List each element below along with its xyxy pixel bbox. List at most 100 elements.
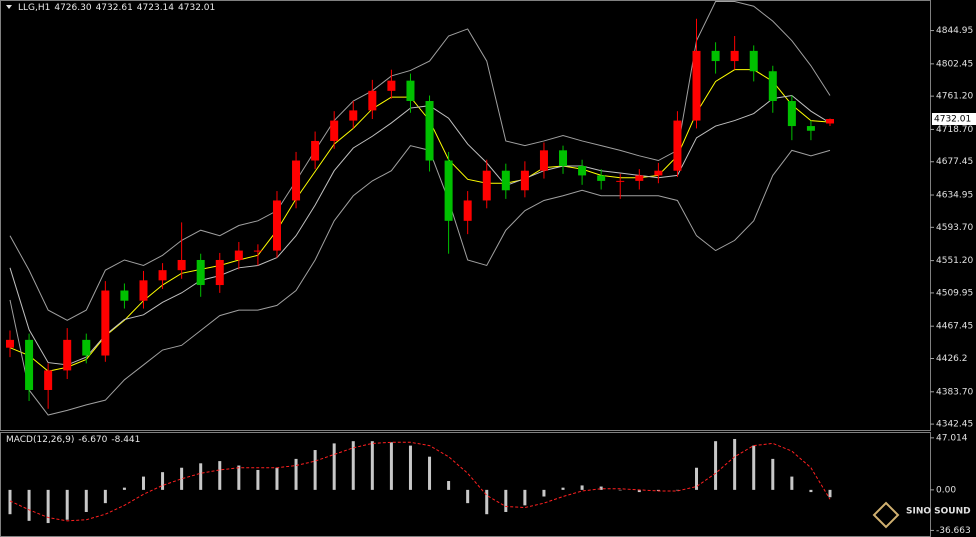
menu-arrow[interactable] — [6, 5, 12, 9]
candle-body — [120, 290, 129, 301]
macd-bar — [504, 489, 508, 512]
candle-body — [482, 170, 491, 201]
candle-body — [234, 250, 243, 260]
candle-body — [406, 80, 415, 102]
y-tick-label: 4718.70 — [936, 125, 973, 135]
candle-body — [578, 166, 587, 176]
macd-bar — [695, 467, 699, 490]
macd-bar — [466, 489, 470, 504]
candle-body — [826, 119, 834, 124]
macd-header: MACD(12,26,9) -6.670 -8.441 — [6, 435, 140, 445]
candle-body — [6, 339, 14, 348]
candle-body — [25, 339, 34, 390]
macd-bar — [809, 489, 813, 493]
y-tick-label: 4342.45 — [936, 420, 973, 430]
candle-body — [368, 90, 377, 111]
y-tick-label: 4761.20 — [936, 92, 973, 102]
macd-bar — [141, 476, 145, 490]
candle-body — [463, 200, 472, 221]
macd-bar — [46, 489, 50, 524]
candle-body — [711, 50, 720, 62]
candle-body — [597, 175, 606, 181]
macd-bar — [161, 472, 165, 490]
low-text: 4723.14 — [136, 3, 175, 13]
macd-bar — [122, 487, 126, 490]
signal-line — [9, 441, 831, 522]
macd-bar — [790, 476, 794, 490]
candle-body — [425, 101, 434, 161]
macd-bar — [8, 489, 12, 515]
candle-body — [520, 170, 529, 191]
macd-bar — [428, 456, 432, 490]
macd-bar — [65, 489, 69, 520]
logo-icon — [872, 501, 900, 529]
logo: SINO SOUND — [872, 501, 971, 529]
candle-body — [387, 80, 396, 91]
macd-bar — [256, 469, 260, 490]
close-text: 4732.01 — [178, 3, 216, 13]
price-panel-frame — [0, 0, 931, 431]
indicator-line — [9, 94, 831, 366]
macd-bar — [656, 489, 660, 491]
macd-bar — [237, 465, 241, 490]
candle-body — [311, 140, 320, 161]
candle-body — [730, 50, 739, 62]
candle-body — [673, 120, 682, 171]
high-text: 4732.61 — [95, 3, 133, 13]
y-tick-label: 4634.95 — [936, 191, 973, 201]
candle-body — [177, 259, 186, 271]
candle-body — [139, 280, 148, 301]
y-tick-label: 4551.20 — [936, 256, 973, 266]
candle-body — [768, 71, 777, 102]
macd-bar — [84, 489, 88, 512]
y-tick-label: 4509.95 — [936, 288, 973, 298]
macd-bar — [733, 438, 737, 490]
open-text: 4726.30 — [54, 3, 92, 13]
candle-body — [292, 160, 301, 201]
y-tick-label: -36.663 — [936, 526, 971, 536]
y-tick-label: 4593.70 — [936, 223, 973, 233]
macd-bar — [408, 445, 412, 490]
candle-body — [787, 101, 796, 127]
logo-text: SINO SOUND — [906, 507, 971, 517]
macd-bar — [332, 443, 336, 490]
candle-body — [559, 150, 568, 167]
candle-body — [82, 339, 91, 356]
candle-body — [158, 270, 167, 281]
candle-body — [101, 290, 110, 356]
macd-value: -6.670 — [78, 435, 108, 445]
macd-bar — [294, 458, 298, 490]
candle-body — [501, 170, 510, 191]
macd-bar — [370, 441, 374, 490]
header: LLG,H1 4726.30 4732.61 4723.14 4732.01 — [18, 3, 215, 13]
candle-body — [654, 170, 663, 176]
candle-body — [616, 180, 625, 182]
candle-body — [63, 339, 72, 371]
macd-bar — [351, 441, 355, 490]
last-price-label: 4732.01 — [934, 115, 971, 125]
candle-body — [215, 259, 224, 286]
y-tick-label: 4844.95 — [936, 26, 973, 36]
macd-bar — [485, 489, 489, 515]
signal-value: -8.441 — [111, 435, 141, 445]
last-price-box — [932, 113, 976, 126]
y-tick-label: 4802.45 — [936, 59, 973, 69]
candle-body — [806, 126, 815, 131]
macd-bar — [389, 442, 393, 490]
macd-bar — [180, 467, 184, 490]
macd-bar — [103, 489, 107, 504]
y-tick-label: 0.00 — [936, 485, 956, 495]
macd-bar — [542, 489, 546, 497]
macd-bar — [771, 458, 775, 490]
macd-bar — [447, 481, 451, 490]
candle-body — [330, 120, 339, 141]
y-tick-label: 4383.70 — [936, 387, 973, 397]
macd-bar — [675, 489, 679, 491]
candle-body — [253, 250, 262, 252]
y-tick-label: 4677.45 — [936, 157, 973, 167]
macd-bar — [828, 489, 832, 498]
macd-bar — [218, 461, 222, 490]
indicator-line — [9, 1, 831, 321]
macd-bar — [752, 445, 756, 490]
